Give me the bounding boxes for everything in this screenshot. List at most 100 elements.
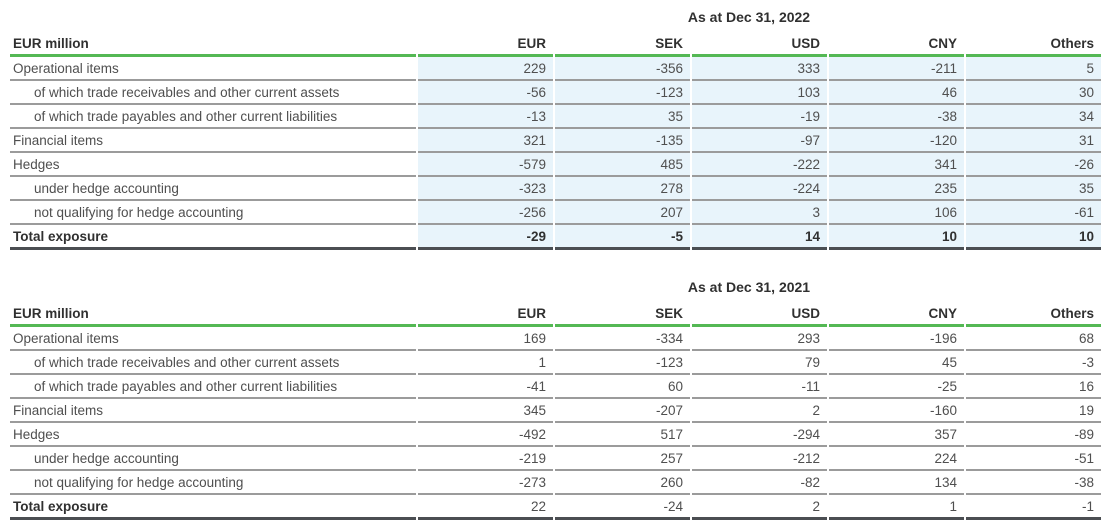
cell-value: 30 [966,81,1101,105]
cell-value: 345 [418,399,553,423]
cell-value: -294 [692,423,827,447]
table-row: of which trade payables and other curren… [10,105,1101,129]
cell-value: -211 [829,57,964,81]
row-label: not qualifying for hedge accounting [10,471,416,495]
cell-value: 10 [966,225,1101,250]
cell-value: -135 [555,129,690,153]
table-row: Financial items 345 -207 2 -160 19 [10,399,1101,423]
row-label: Total exposure [10,225,416,250]
exposure-table-2022: As at Dec 31, 2022 EUR million EUR SEK USD C… [8,8,1105,250]
row-label: of which trade payables and other curren… [10,375,416,399]
cell-value: -89 [966,423,1101,447]
cell-value: -56 [418,81,553,105]
data-table: EUR million EUR SEK USD CNY Others Operational… [8,33,1103,250]
cell-value: -24 [555,495,690,520]
cell-value: 10 [829,225,964,250]
cell-value: 45 [829,351,964,375]
cell-value: -273 [418,471,553,495]
row-label: under hedge accounting [10,447,416,471]
cell-value: 35 [966,177,1101,201]
cell-value: 207 [555,201,690,225]
table-row: of which trade receivables and other cur… [10,351,1101,375]
row-label: Hedges [10,423,416,447]
table-row: of which trade receivables and other cur… [10,81,1101,105]
cell-value: -579 [418,153,553,177]
row-label: Operational items [10,57,416,81]
cell-value: 341 [829,153,964,177]
column-header-sek: SEK [555,303,690,327]
cell-value: 14 [692,225,827,250]
cell-value: 68 [966,327,1101,351]
cell-value: -82 [692,471,827,495]
cell-value: -97 [692,129,827,153]
total-row: Total exposure 22 -24 2 1 -1 [10,495,1101,520]
cell-value: -51 [966,447,1101,471]
table-row: Operational items 169 -334 293 -196 68 [10,327,1101,351]
column-header-sek: SEK [555,33,690,57]
cell-value: 79 [692,351,827,375]
table-row: under hedge accounting -323 278 -224 235 35 [10,177,1101,201]
exposure-table-2021: As at Dec 31, 2021 EUR million EUR SEK USD C… [8,278,1105,520]
table-row: Financial items 321 -135 -97 -120 31 [10,129,1101,153]
cell-value: 169 [418,327,553,351]
table-row: Hedges -579 485 -222 341 -26 [10,153,1101,177]
header-row: EUR million EUR SEK USD CNY Others [10,33,1101,57]
cell-value: 134 [829,471,964,495]
cell-value: 260 [555,471,690,495]
cell-value: -196 [829,327,964,351]
column-header-usd: USD [692,33,827,57]
cell-value: 22 [418,495,553,520]
table-title: As at Dec 31, 2021 [687,279,811,295]
cell-value: -5 [555,225,690,250]
cell-value: -29 [418,225,553,250]
cell-value: -11 [692,375,827,399]
table-title: As at Dec 31, 2022 [687,9,811,25]
cell-value: 333 [692,57,827,81]
cell-value: -334 [555,327,690,351]
cell-value: 31 [966,129,1101,153]
cell-value: -1 [966,495,1101,520]
cell-value: 357 [829,423,964,447]
cell-value: 34 [966,105,1101,129]
cell-value: -41 [418,375,553,399]
cell-value: -38 [966,471,1101,495]
table-row: of which trade payables and other curren… [10,375,1101,399]
column-header-eur: EUR [418,303,553,327]
cell-value: 235 [829,177,964,201]
cell-value: -19 [692,105,827,129]
cell-value: 16 [966,375,1101,399]
cell-value: -212 [692,447,827,471]
cell-value: 106 [829,201,964,225]
cell-value: 5 [966,57,1101,81]
table-row: not qualifying for hedge accounting -256 2… [10,201,1101,225]
row-label: of which trade receivables and other cur… [10,351,416,375]
cell-value: -224 [692,177,827,201]
cell-value: 19 [966,399,1101,423]
column-header-cny: CNY [829,303,964,327]
row-label: Operational items [10,327,416,351]
total-row: Total exposure -29 -5 14 10 10 [10,225,1101,250]
cell-value: 46 [829,81,964,105]
cell-value: 224 [829,447,964,471]
cell-value: -38 [829,105,964,129]
table-row: not qualifying for hedge accounting -273 2… [10,471,1101,495]
table-row: Operational items 229 -356 333 -211 5 [10,57,1101,81]
cell-value: 229 [418,57,553,81]
unit-label: EUR million [10,303,416,327]
cell-value: -160 [829,399,964,423]
cell-value: 103 [692,81,827,105]
row-label: Financial items [10,399,416,423]
cell-value: -120 [829,129,964,153]
header-row: EUR million EUR SEK USD CNY Others [10,303,1101,327]
row-label: Total exposure [10,495,416,520]
cell-value: -492 [418,423,553,447]
cell-value: 2 [692,399,827,423]
row-label: Hedges [10,153,416,177]
cell-value: 60 [555,375,690,399]
table-row: under hedge accounting -219 257 -212 224 -51 [10,447,1101,471]
column-header-others: Others [966,33,1101,57]
column-header-cny: CNY [829,33,964,57]
table-row: Hedges -492 517 -294 357 -89 [10,423,1101,447]
column-header-others: Others [966,303,1101,327]
